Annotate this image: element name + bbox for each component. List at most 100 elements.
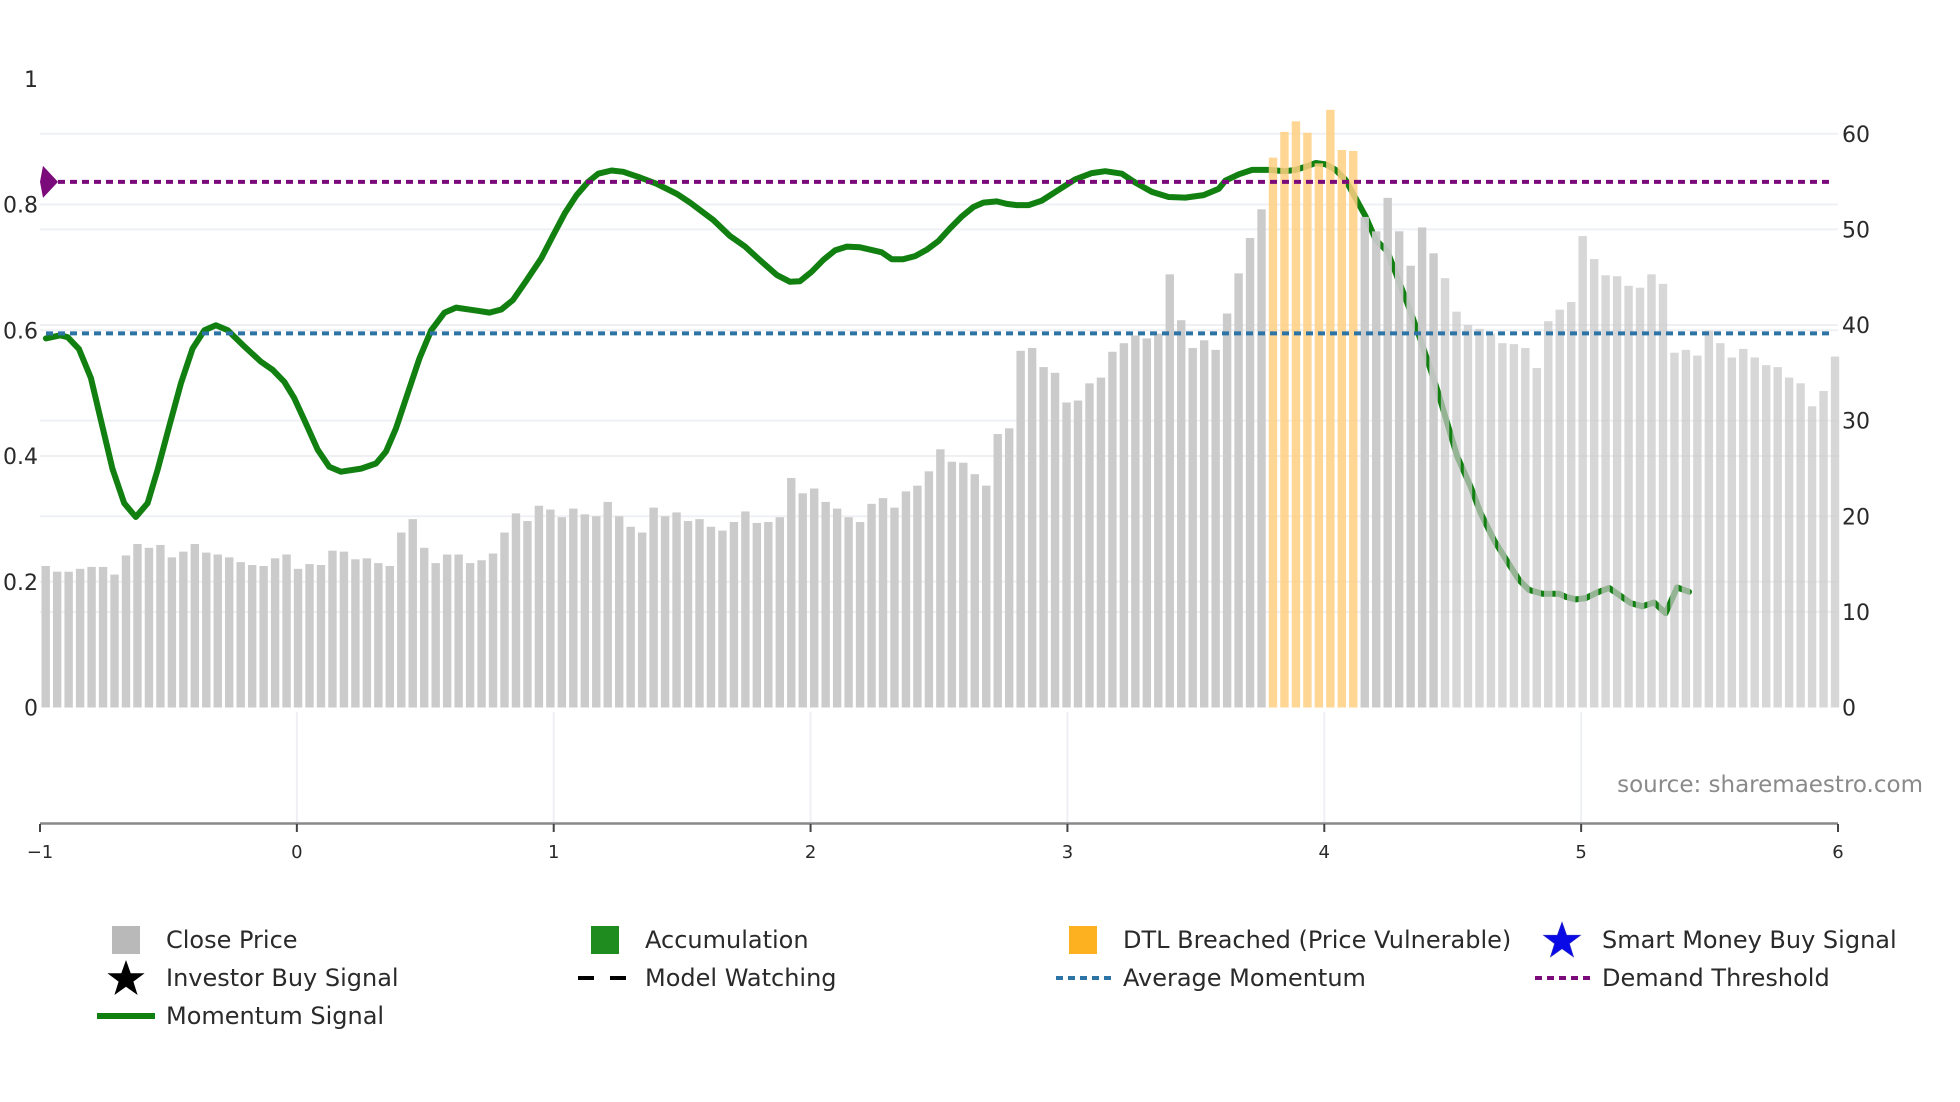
close-price-bar	[190, 543, 200, 708]
close-price-bar	[121, 555, 131, 708]
close-price-bar	[1165, 274, 1174, 708]
close-price-bar	[867, 503, 876, 708]
close-price-bar	[1257, 209, 1266, 708]
x-axis-tick-label: −1	[27, 842, 54, 863]
close-price-bar	[913, 485, 922, 708]
dotted-line-purple-icon	[1535, 976, 1591, 980]
close-price-bar	[1555, 309, 1564, 708]
close-price-bar	[546, 509, 555, 708]
close-price-bar	[225, 557, 234, 708]
dtl-breached-bar	[1268, 157, 1278, 708]
close-price-bar	[1509, 344, 1519, 708]
right-axis-tick-label: 20	[1842, 505, 1870, 530]
close-price-bar	[1681, 349, 1691, 708]
close-price-bar	[1154, 333, 1163, 708]
close-price-bar	[1429, 253, 1438, 708]
right-axis-tick-label: 10	[1842, 601, 1870, 626]
close-price-bar	[1177, 320, 1186, 708]
legend-label: Close Price	[166, 926, 298, 954]
close-price-bar	[374, 563, 383, 708]
close-price-bar	[592, 516, 601, 708]
close-price-bar	[1211, 349, 1220, 708]
legend-label: Demand Threshold	[1602, 964, 1830, 992]
demand-threshold-diamond-icon	[40, 165, 58, 198]
dtl-breached-bar	[1349, 150, 1358, 708]
close-price-bar	[431, 563, 440, 708]
close-price-bar	[1417, 227, 1427, 708]
close-price-bar	[1475, 328, 1484, 708]
close-price-bar	[1108, 351, 1117, 708]
dotted-line-blue-icon	[1056, 976, 1112, 980]
close-price-bar	[1027, 347, 1037, 708]
close-price-bar	[247, 565, 257, 708]
close-price-bar	[1578, 236, 1587, 708]
solid-line-green-icon	[97, 1013, 155, 1019]
close-price-bar	[1830, 356, 1840, 708]
close-price-bar	[1360, 216, 1369, 708]
close-price-bar	[293, 568, 303, 708]
close-price-bar	[1486, 333, 1496, 708]
right-axis-tick-label: 50	[1842, 218, 1870, 243]
close-price-bar	[832, 508, 842, 708]
close-price-bar	[41, 565, 50, 708]
legend-label: Model Watching	[645, 964, 837, 992]
close-price-bar	[672, 512, 681, 708]
close-price-bar	[901, 491, 911, 708]
left-axis-tick-label: 0.6	[3, 319, 38, 344]
close-price-bar	[1062, 402, 1071, 708]
x-axis-tick-label: 3	[1062, 842, 1073, 863]
close-price-bar	[1739, 348, 1748, 708]
close-price-bar	[1670, 352, 1679, 708]
close-price-bar	[1612, 276, 1622, 708]
legend-label: Average Momentum	[1123, 964, 1366, 992]
left-axis-tick-label: 0.4	[3, 445, 38, 470]
close-price-bar	[339, 551, 349, 708]
close-price-bar	[167, 557, 177, 708]
close-price-bar	[1463, 325, 1473, 708]
close-price-bar	[1589, 259, 1599, 708]
close-price-bar	[1406, 265, 1415, 708]
close-price-bar	[855, 521, 865, 708]
close-price-bar	[385, 565, 394, 708]
black-star-icon	[107, 960, 145, 995]
x-axis-tick-label: 0	[291, 842, 302, 863]
close-price-bar	[741, 511, 750, 708]
close-price-bar	[1004, 428, 1014, 708]
close-price-bar	[1658, 283, 1668, 708]
dtl-breached-swatch-icon	[1069, 926, 1097, 954]
dtl-breached-bar	[1303, 132, 1312, 708]
close-price-bar	[683, 521, 693, 708]
dtl-breached-bar	[1314, 163, 1324, 708]
close-price-bar	[305, 564, 314, 708]
close-price-bar	[75, 568, 85, 708]
close-price-bar	[1727, 357, 1736, 708]
close-price-bar	[1016, 350, 1025, 708]
legend-label: Momentum Signal	[166, 1002, 385, 1030]
close-price-bar	[1199, 340, 1209, 708]
close-price-bar	[500, 532, 509, 708]
close-price-bar	[798, 493, 807, 708]
close-price-bar	[1819, 390, 1828, 708]
source-label: source: sharemaestro.com	[1617, 772, 1923, 798]
close-price-bar	[1452, 311, 1461, 708]
close-price-bars	[41, 109, 1840, 708]
close-price-bar	[1039, 367, 1048, 708]
close-price-bar	[202, 552, 211, 708]
close-price-bar	[465, 563, 475, 708]
close-price-bar	[660, 516, 670, 708]
close-price-bar	[1647, 274, 1656, 708]
close-price-bar	[1394, 231, 1404, 708]
close-price-bar	[442, 554, 452, 708]
close-price-bar	[1142, 338, 1152, 708]
close-price-bar	[1131, 335, 1140, 708]
close-price-bar	[1532, 368, 1541, 708]
close-price-bar	[408, 519, 417, 708]
close-price-bar	[718, 530, 727, 708]
reference-lines	[40, 165, 1832, 336]
close-price-bar	[1773, 367, 1782, 708]
left-axis-tick-label: 0.8	[3, 194, 38, 219]
close-price-bar	[603, 501, 612, 708]
close-price-bar	[1544, 321, 1553, 708]
close-price-bar	[1234, 273, 1243, 708]
close-price-bar	[523, 521, 532, 708]
